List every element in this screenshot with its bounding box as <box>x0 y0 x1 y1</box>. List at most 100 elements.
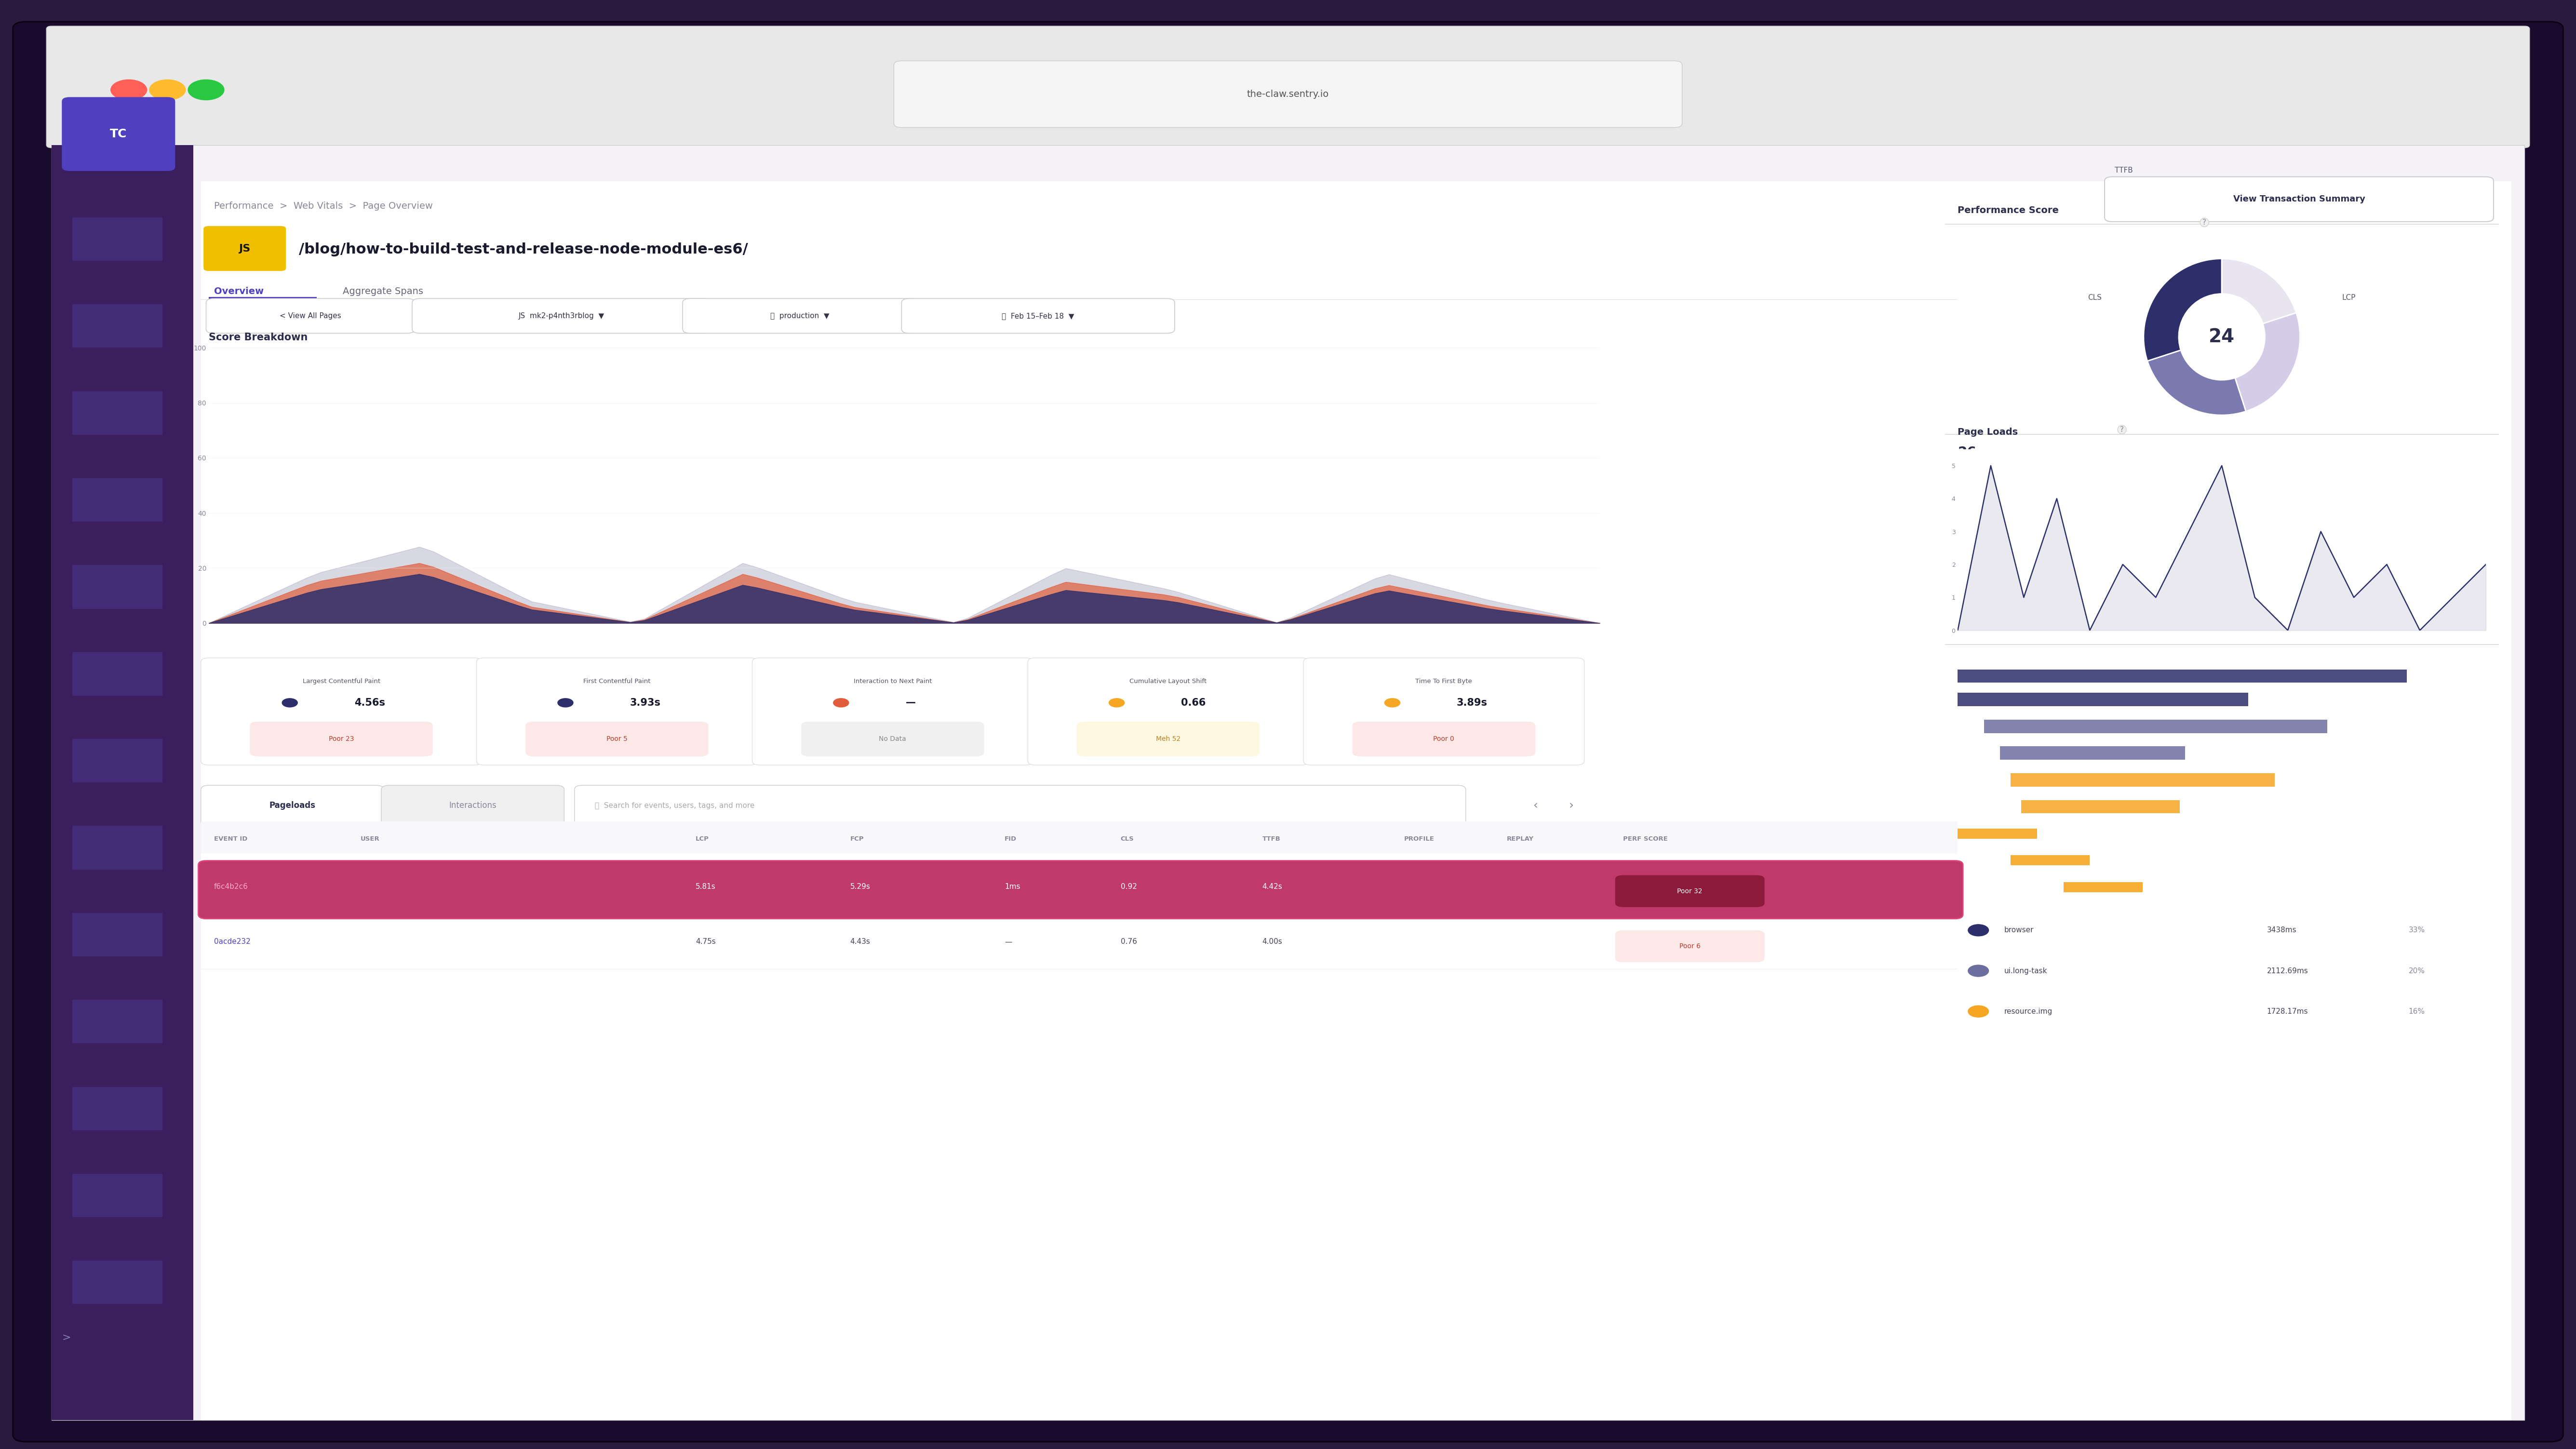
Text: 20%: 20% <box>2409 968 2424 974</box>
FancyBboxPatch shape <box>412 298 711 333</box>
Bar <box>52 145 2524 1420</box>
Text: Performance Score: Performance Score <box>1958 206 2058 214</box>
Text: Cumulative Layout Shift: Cumulative Layout Shift <box>1131 678 1206 684</box>
Text: f6c4b2c6: f6c4b2c6 <box>214 884 247 890</box>
FancyBboxPatch shape <box>206 298 415 333</box>
Text: the-claw.sentry.io: the-claw.sentry.io <box>1247 90 1329 99</box>
Text: Time To First Byte: Time To First Byte <box>1414 678 1473 684</box>
Bar <box>201 920 1958 969</box>
FancyBboxPatch shape <box>801 722 984 756</box>
Text: Poor 6: Poor 6 <box>1680 943 1700 949</box>
Bar <box>72 478 162 522</box>
Text: 0.66: 0.66 <box>1182 698 1206 707</box>
Text: 24: 24 <box>2208 327 2236 346</box>
Text: Poor 0: Poor 0 <box>1432 736 1455 742</box>
Circle shape <box>1108 698 1123 707</box>
Text: ui.long-task: ui.long-task <box>2004 968 2048 974</box>
Bar <box>1958 693 2249 706</box>
Text: EVENT ID: EVENT ID <box>214 836 247 842</box>
Text: 3.93s: 3.93s <box>629 698 659 707</box>
Text: REPLAY: REPLAY <box>1507 836 1535 842</box>
FancyBboxPatch shape <box>1352 722 1535 756</box>
Text: 16%: 16% <box>2409 1009 2424 1014</box>
Text: Pageloads: Pageloads <box>270 801 314 810</box>
Bar <box>72 1174 162 1217</box>
FancyBboxPatch shape <box>201 785 384 826</box>
Circle shape <box>1968 924 1989 936</box>
Circle shape <box>559 698 572 707</box>
Bar <box>209 297 317 300</box>
Text: 0.92: 0.92 <box>1121 884 1136 890</box>
Text: LCP: LCP <box>2342 294 2357 301</box>
Text: ?: ? <box>2120 426 2123 433</box>
Text: 5.29s: 5.29s <box>850 884 871 890</box>
Bar <box>201 822 1958 853</box>
Text: Page Loads: Page Loads <box>1958 427 2017 436</box>
FancyBboxPatch shape <box>1615 875 1765 907</box>
Text: ‹: ‹ <box>1533 800 1538 811</box>
Text: < View All Pages: < View All Pages <box>281 313 340 319</box>
Text: USER: USER <box>361 836 379 842</box>
Bar <box>72 391 162 435</box>
FancyBboxPatch shape <box>526 722 708 756</box>
FancyBboxPatch shape <box>2105 177 2494 222</box>
FancyBboxPatch shape <box>574 785 1466 826</box>
Circle shape <box>835 698 848 707</box>
FancyBboxPatch shape <box>902 298 1175 333</box>
Text: FCP: FCP <box>2117 500 2130 507</box>
FancyBboxPatch shape <box>894 61 1682 128</box>
Text: Interaction to Next Paint: Interaction to Next Paint <box>853 678 933 684</box>
Text: View Transaction Summary: View Transaction Summary <box>2233 196 2365 203</box>
Bar <box>72 826 162 869</box>
Bar <box>52 145 193 1420</box>
Bar <box>1999 746 2184 759</box>
Circle shape <box>149 80 185 100</box>
Text: 26: 26 <box>1958 446 1976 459</box>
Text: >: > <box>62 1333 70 1342</box>
Text: 2112.69ms: 2112.69ms <box>2267 968 2308 974</box>
Text: LCP: LCP <box>696 836 708 842</box>
FancyBboxPatch shape <box>62 97 175 171</box>
Bar <box>72 652 162 696</box>
Text: 33%: 33% <box>2409 927 2424 933</box>
FancyBboxPatch shape <box>683 298 917 333</box>
Bar <box>2063 882 2143 893</box>
FancyBboxPatch shape <box>1028 658 1309 765</box>
Circle shape <box>1968 1006 1989 1017</box>
Circle shape <box>1968 965 1989 977</box>
FancyBboxPatch shape <box>250 722 433 756</box>
Text: 📅  Feb 15–Feb 18  ▼: 📅 Feb 15–Feb 18 ▼ <box>1002 313 1074 319</box>
Text: Performance  >  Web Vitals  >  Page Overview: Performance > Web Vitals > Page Overview <box>214 201 433 210</box>
Text: 🔍  Search for events, users, tags, and more: 🔍 Search for events, users, tags, and mo… <box>595 803 755 809</box>
FancyBboxPatch shape <box>752 658 1033 765</box>
Text: 1728.17ms: 1728.17ms <box>2267 1009 2308 1014</box>
Text: TTFB: TTFB <box>2115 167 2133 174</box>
Text: 3438ms: 3438ms <box>2267 927 2298 933</box>
Text: ?: ? <box>2202 219 2205 226</box>
Wedge shape <box>2236 313 2300 412</box>
Text: 0.76: 0.76 <box>1121 939 1136 945</box>
Text: JS: JS <box>240 243 250 254</box>
FancyBboxPatch shape <box>13 22 2563 1442</box>
FancyBboxPatch shape <box>381 785 564 826</box>
Wedge shape <box>2143 259 2221 361</box>
Text: Poor 32: Poor 32 <box>1677 888 1703 894</box>
Bar <box>2022 800 2179 813</box>
Text: Score Breakdown: Score Breakdown <box>209 333 307 342</box>
FancyBboxPatch shape <box>201 658 482 765</box>
Text: —: — <box>907 698 914 707</box>
Text: /blog/how-to-build-test-and-release-node-module-es6/: /blog/how-to-build-test-and-release-node… <box>299 242 747 256</box>
Text: Poor 23: Poor 23 <box>330 736 353 742</box>
Text: 5.81s: 5.81s <box>696 884 716 890</box>
Text: 4.00s: 4.00s <box>1262 939 1283 945</box>
FancyBboxPatch shape <box>204 226 286 271</box>
Text: Poor 5: Poor 5 <box>605 736 629 742</box>
Bar <box>201 181 2512 1420</box>
Text: First Contentful Paint: First Contentful Paint <box>582 678 652 684</box>
Bar <box>1984 720 2329 733</box>
Text: —: — <box>1005 939 1012 945</box>
Text: 4.56s: 4.56s <box>355 698 384 707</box>
FancyBboxPatch shape <box>198 861 1963 919</box>
Bar <box>72 304 162 348</box>
Text: 3.89s: 3.89s <box>1458 698 1486 707</box>
